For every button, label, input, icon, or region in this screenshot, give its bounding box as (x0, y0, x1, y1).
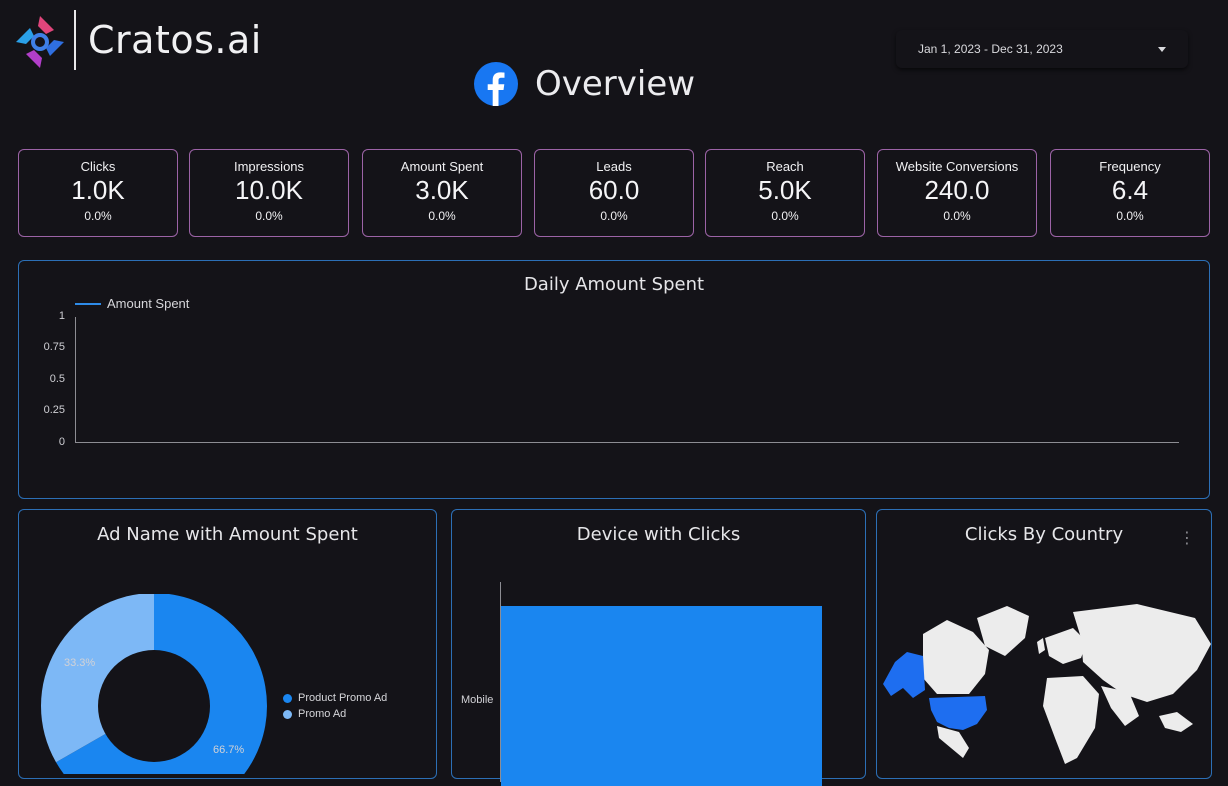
kpi-card-amount-spent[interactable]: Amount Spent 3.0K 0.0% (362, 149, 522, 237)
kpi-label: Clicks (80, 159, 116, 174)
logo-divider (74, 10, 76, 70)
map-mexico (937, 726, 969, 758)
y-axis (75, 317, 76, 443)
legend-label: Amount Spent (107, 296, 190, 311)
kpi-delta: 0.0% (771, 209, 799, 223)
facebook-icon (474, 62, 518, 106)
kpi-value: 240.0 (924, 175, 990, 205)
kpi-delta: 0.0% (1116, 209, 1144, 223)
kpi-delta: 0.0% (428, 209, 456, 223)
legend-dot (283, 693, 292, 703)
device-clicks-panel: Device with Clicks Mobile (451, 509, 866, 786)
kpi-label: Leads (596, 159, 632, 174)
map-alaska (883, 652, 925, 698)
legend-swatch (75, 302, 101, 305)
kpi-value: 1.0K (71, 175, 125, 205)
legend-dot (283, 709, 292, 719)
map-canada (923, 620, 989, 694)
map-india (1101, 686, 1139, 726)
more-vertical-icon[interactable]: ⋮ (1179, 530, 1195, 547)
kpi-value: 6.4 (1111, 175, 1149, 205)
kpi-card-frequency[interactable]: Frequency 6.4 0.0% (1050, 149, 1210, 237)
kpi-label: Frequency (1099, 159, 1161, 174)
kpi-card-leads[interactable]: Leads 60.0 0.0% (534, 149, 694, 237)
kpi-card-impressions[interactable]: Impressions 10.0K 0.0% (189, 149, 349, 237)
y-axis (500, 582, 501, 782)
chart-title: Ad Name with Amount Spent (97, 524, 358, 545)
legend-label: Promo Ad (298, 708, 347, 720)
bar-mobile[interactable] (501, 606, 822, 786)
kpi-label: Amount Spent (400, 159, 484, 174)
kpi-label: Website Conversions (895, 159, 1019, 174)
chevron-down-icon (1158, 46, 1166, 52)
kpi-delta: 0.0% (600, 209, 628, 223)
donut-hole (98, 650, 210, 762)
page-title: Overview (535, 64, 696, 104)
kpi-card-reach[interactable]: Reach 5.0K 0.0% (705, 149, 865, 237)
kpi-value: 60.0 (588, 175, 640, 205)
legend-item[interactable]: Promo Ad (283, 708, 387, 720)
kpi-value: 10.0K (235, 175, 303, 205)
clicks-by-country-panel: Clicks By Country ⋮ (876, 509, 1212, 779)
brand-name: Cratos.ai (88, 18, 262, 62)
kpi-delta: 0.0% (255, 209, 283, 223)
legend-item[interactable]: Product Promo Ad (283, 692, 387, 704)
map-southeast-asia (1159, 712, 1193, 732)
y-tick: 0.5 (49, 373, 65, 385)
y-tick: 0 (58, 436, 65, 448)
legend-label: Product Promo Ad (298, 692, 388, 704)
ad-name-amount-spent-panel: Ad Name with Amount Spent 33.3% 66.7% Pr… (18, 509, 437, 779)
daily-amount-spent-panel: Daily Amount Spent Amount Spent 1 0.75 0… (18, 260, 1210, 499)
world-map[interactable] (877, 598, 1212, 768)
kpi-card-clicks[interactable]: Clicks 1.0K 0.0% (18, 149, 178, 237)
y-tick: 0.25 (43, 404, 65, 416)
kpi-delta: 0.0% (943, 209, 971, 223)
slice-label: 66.7% (213, 744, 245, 756)
kpi-delta: 0.0% (84, 209, 112, 223)
kpi-value: 3.0K (415, 175, 469, 205)
date-range-picker[interactable]: Jan 1, 2023 - Dec 31, 2023 (896, 30, 1188, 68)
map-europe (1045, 628, 1087, 664)
chart-title: Clicks By Country (964, 524, 1124, 545)
x-axis (75, 442, 1179, 443)
chart-title: Daily Amount Spent (523, 274, 705, 295)
donut-chart (41, 594, 267, 774)
kpi-value: 5.0K (758, 175, 812, 205)
map-greenland (977, 606, 1029, 656)
map-asia (1073, 604, 1211, 702)
map-uk (1037, 638, 1045, 654)
date-range-value: Jan 1, 2023 - Dec 31, 2023 (918, 42, 1063, 56)
y-tick: 1 (58, 310, 65, 322)
map-usa (929, 696, 987, 730)
brand-logo (10, 10, 260, 72)
donut-legend: Product Promo Ad Promo Ad (283, 692, 387, 720)
kpi-label: Impressions (233, 159, 305, 174)
chart-legend[interactable]: Amount Spent (75, 296, 189, 311)
cratos-logo-icon (16, 16, 64, 68)
map-africa (1043, 676, 1099, 764)
slice-label: 33.3% (64, 657, 96, 669)
category-label: Mobile (461, 694, 494, 706)
kpi-label: Reach (766, 159, 804, 174)
chart-title: Device with Clicks (576, 524, 741, 545)
kpi-card-website-conversions[interactable]: Website Conversions 240.0 0.0% (877, 149, 1037, 237)
y-tick: 0.75 (43, 341, 65, 353)
